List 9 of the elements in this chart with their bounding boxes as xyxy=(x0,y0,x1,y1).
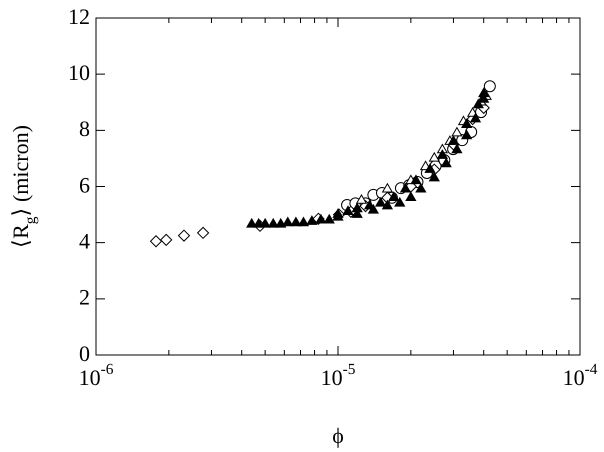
y-tick-label: 6 xyxy=(79,172,90,198)
y-tick-label: 10 xyxy=(68,60,90,85)
y-tick-label: 8 xyxy=(79,116,90,142)
y-tick-label: 12 xyxy=(68,4,90,29)
y-tick-label: 4 xyxy=(79,228,90,254)
y-tick-label: 2 xyxy=(79,284,90,310)
x-axis-title: ϕ xyxy=(332,422,344,448)
y-axis-title: ⟨Rg⟩ (micron) xyxy=(8,125,39,248)
y-tick-label: 0 xyxy=(79,340,90,366)
